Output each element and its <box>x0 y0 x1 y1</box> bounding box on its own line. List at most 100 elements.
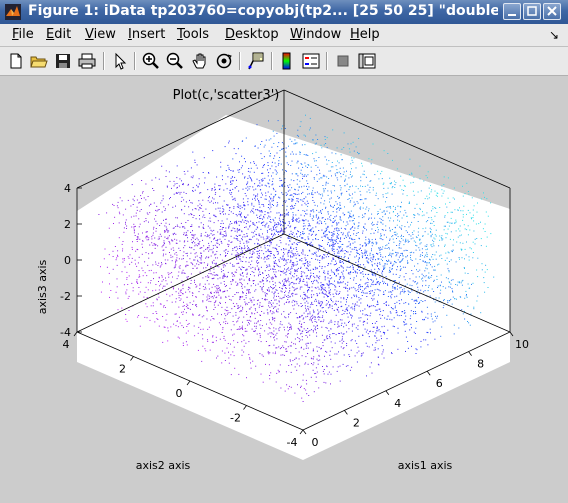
scatter-point <box>257 243 259 245</box>
scatter-point <box>210 296 212 298</box>
pan-button[interactable] <box>190 51 210 71</box>
scatter-point <box>357 227 359 229</box>
menu-view[interactable]: View <box>85 27 116 42</box>
x-tick-mark <box>509 331 514 337</box>
scatter-point <box>299 241 301 243</box>
maximize-button[interactable] <box>523 3 541 20</box>
scatter-point <box>261 158 263 159</box>
scatter-point <box>247 283 249 285</box>
scatter-point <box>377 226 379 228</box>
scatter-point <box>312 239 314 241</box>
menu-edit[interactable]: Edit <box>46 27 72 42</box>
open-folder-button[interactable] <box>29 51 49 71</box>
scatter-point <box>264 294 266 296</box>
dock-arrow-icon[interactable]: ↘ <box>548 28 559 42</box>
scatter-point <box>299 329 301 331</box>
menu-insert[interactable]: Insert <box>128 27 166 42</box>
scatter-point <box>313 178 315 180</box>
scatter-point <box>300 273 302 275</box>
scatter-point <box>230 230 232 232</box>
scatter-point <box>335 165 337 167</box>
scatter-point <box>304 144 306 146</box>
scatter-point <box>289 138 291 140</box>
title-bar[interactable]: Figure 1: iData tp203760=copyobj(tp2... … <box>0 0 568 24</box>
scatter-point <box>441 189 443 191</box>
scatter-point <box>300 295 301 297</box>
scatter-point <box>415 327 417 329</box>
scatter-point <box>208 213 210 214</box>
scatter-point <box>171 294 173 296</box>
scatter-point <box>314 300 316 302</box>
scatter-point <box>377 229 379 231</box>
scatter-point <box>213 238 215 240</box>
plot-axes[interactable]: Plot(c,'scatter3') 0246810-4-2024-4-2024… <box>4 77 564 499</box>
scatter-point <box>309 224 310 226</box>
scatter-point <box>175 226 177 227</box>
scatter-point <box>347 232 349 234</box>
scatter-point <box>374 174 376 176</box>
scatter-point <box>162 249 164 251</box>
new-file-button[interactable] <box>6 51 26 71</box>
scatter-point <box>334 216 336 218</box>
show-plot-tools-button[interactable] <box>357 51 377 71</box>
zoom-out-button[interactable] <box>165 51 185 71</box>
scatter-point <box>232 264 234 266</box>
scatter-point <box>301 276 303 278</box>
scatter-point <box>383 325 385 327</box>
minimize-button[interactable] <box>503 3 521 20</box>
scatter-point <box>152 290 154 292</box>
scatter-point <box>283 248 285 249</box>
scatter-point <box>245 295 247 296</box>
menu-tools[interactable]: Tools <box>177 27 210 42</box>
hide-plot-tools-button[interactable] <box>333 51 353 71</box>
menu-help[interactable]: Help <box>350 27 380 42</box>
scatter-point <box>200 257 202 259</box>
figure-area[interactable]: Plot(c,'scatter3') 0 2 4 6 8 10 -4 -2 0 2 4 -4 -2 0 2 4… <box>4 77 564 499</box>
scatter-point <box>207 340 209 342</box>
scatter-point <box>295 254 297 256</box>
scatter-point <box>219 289 221 291</box>
scatter-point <box>407 241 409 243</box>
select-button[interactable] <box>110 51 130 71</box>
menu-desktop[interactable]: Desktop <box>225 27 279 42</box>
scatter-point <box>367 282 369 283</box>
scatter-point <box>339 202 341 204</box>
scatter-point <box>374 284 376 285</box>
save-button[interactable] <box>53 51 73 71</box>
scatter-point <box>358 305 360 307</box>
scatter-point <box>239 298 241 300</box>
scatter-point <box>292 256 294 258</box>
scatter-point <box>276 226 278 228</box>
menu-file[interactable]: File <box>12 27 34 42</box>
scatter-point <box>318 193 320 195</box>
scatter-point <box>307 328 309 329</box>
scatter-point <box>373 349 375 351</box>
zoom-in-button[interactable] <box>141 51 161 71</box>
scatter-point <box>319 292 321 294</box>
data-cursor-button[interactable] <box>246 51 266 71</box>
scatter-point <box>399 220 400 222</box>
scatter-point <box>318 276 320 278</box>
scatter-point <box>282 354 284 356</box>
colorbar-button[interactable] <box>277 51 297 71</box>
scatter-point <box>253 299 255 301</box>
scatter-point <box>348 305 350 307</box>
scatter-point <box>327 237 329 239</box>
close-button[interactable] <box>543 3 561 20</box>
rotate3d-button[interactable] <box>214 51 234 71</box>
scatter-point <box>343 347 345 349</box>
scatter-point <box>368 242 370 244</box>
scatter-point <box>315 376 317 378</box>
scatter-point <box>284 215 286 217</box>
scatter-point <box>181 311 183 313</box>
scatter-point <box>249 252 251 254</box>
scatter-point <box>276 152 278 154</box>
legend-button[interactable] <box>301 51 321 71</box>
print-button[interactable] <box>77 51 97 71</box>
scatter-point <box>305 316 307 318</box>
scatter-point <box>336 269 338 270</box>
menu-window[interactable]: Window <box>290 27 342 42</box>
scatter-point <box>155 261 157 263</box>
scatter-point <box>327 265 329 266</box>
scatter-point <box>294 366 296 368</box>
